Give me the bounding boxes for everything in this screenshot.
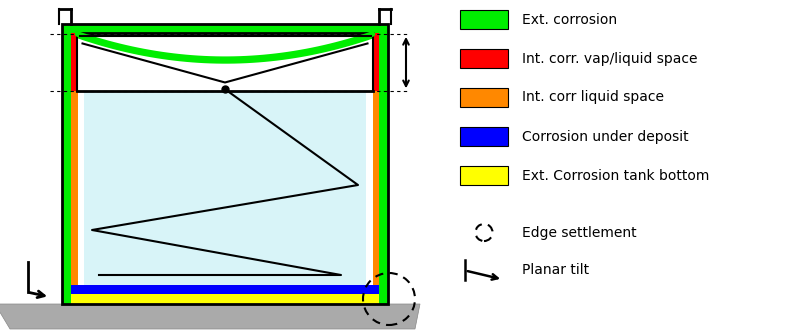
Bar	[71, 33, 78, 91]
Bar	[460, 166, 508, 185]
Bar	[460, 49, 508, 68]
Text: Corrosion under deposit: Corrosion under deposit	[522, 130, 689, 144]
Bar	[379, 24, 388, 304]
Text: Ext. corrosion: Ext. corrosion	[522, 12, 617, 26]
Text: Edge settlement: Edge settlement	[522, 225, 637, 239]
Bar	[62, 294, 388, 304]
Text: Planar tilt: Planar tilt	[522, 263, 589, 277]
Bar	[373, 91, 379, 285]
Bar	[460, 10, 508, 29]
Text: Int. corr. vap/liquid space: Int. corr. vap/liquid space	[522, 51, 698, 65]
Bar	[62, 285, 388, 294]
Polygon shape	[0, 304, 420, 329]
Bar	[62, 24, 71, 304]
Bar	[460, 127, 508, 146]
Bar	[71, 91, 78, 285]
Text: Ext. Corrosion tank bottom: Ext. Corrosion tank bottom	[522, 168, 710, 182]
Bar	[84, 91, 366, 285]
Bar	[62, 24, 388, 304]
Bar	[460, 88, 508, 107]
Bar	[62, 24, 388, 33]
Text: Int. corr liquid space: Int. corr liquid space	[522, 91, 664, 105]
Bar	[373, 33, 379, 91]
Bar	[78, 33, 373, 91]
